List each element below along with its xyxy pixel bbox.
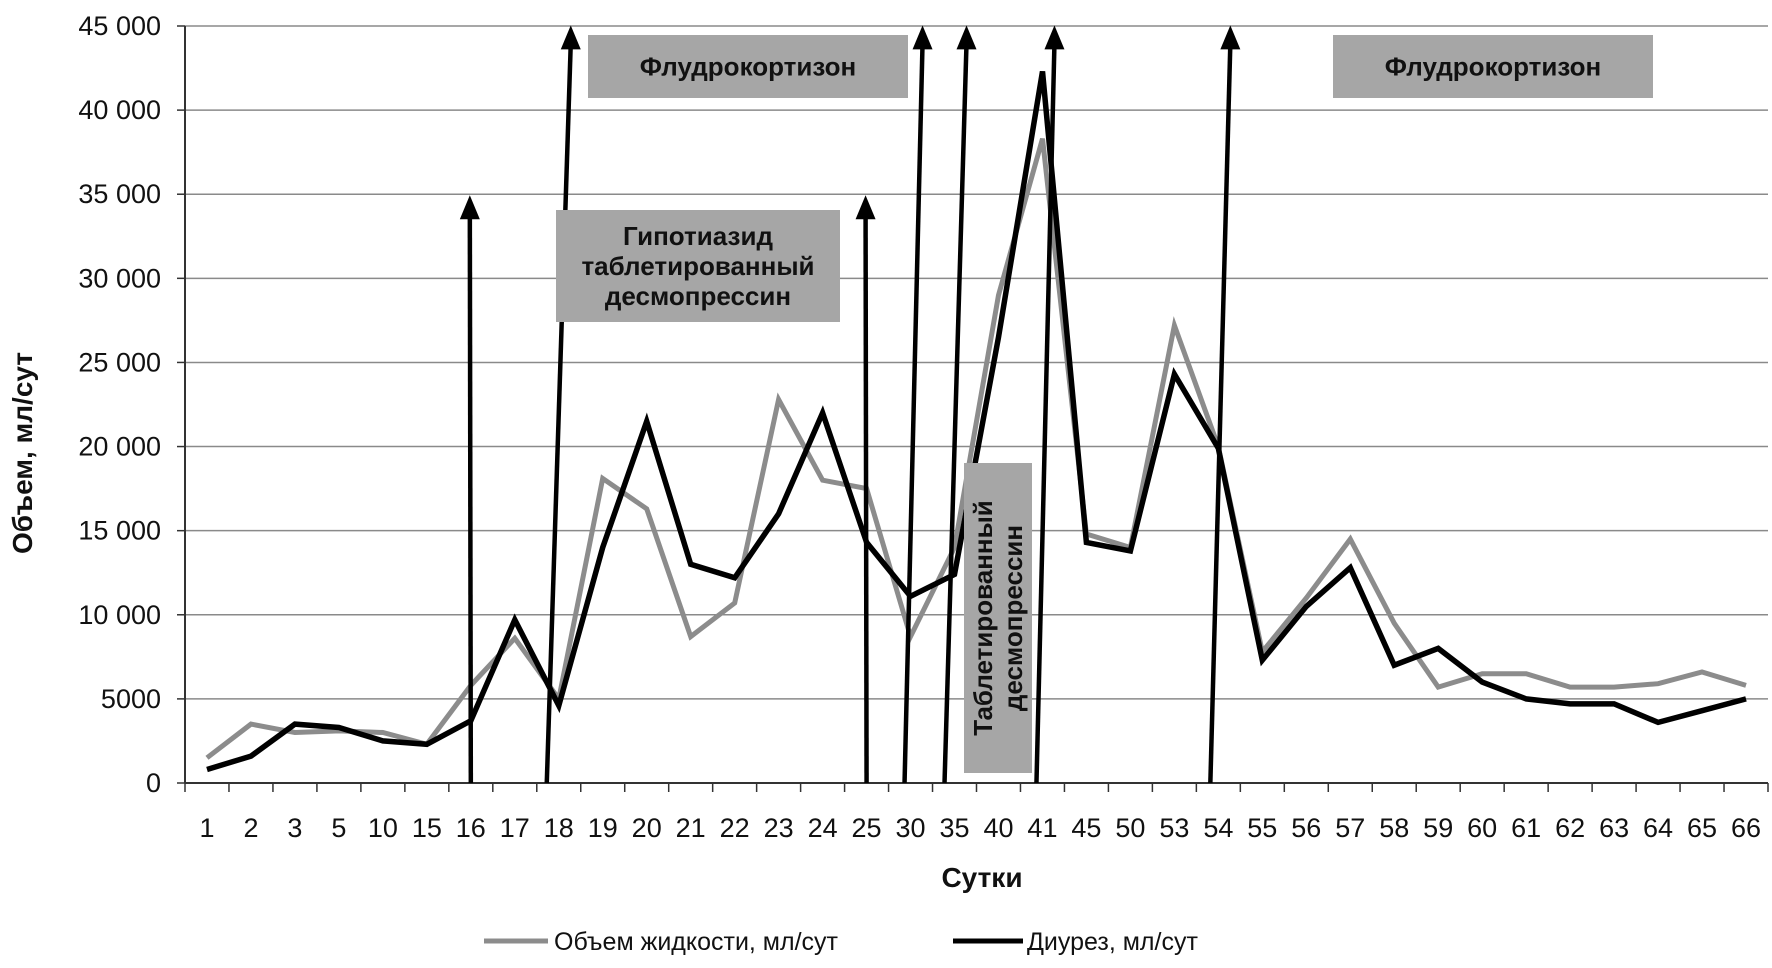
x-tick-label: 66	[1731, 813, 1761, 843]
x-tick-label: 59	[1423, 813, 1453, 843]
y-tick-label: 25 000	[78, 347, 161, 377]
x-tick-label: 58	[1379, 813, 1409, 843]
x-axis-label: Сутки	[941, 862, 1022, 893]
x-tick-label: 53	[1159, 813, 1189, 843]
event-arrow-line	[942, 43, 969, 784]
annotation-background	[1333, 35, 1653, 98]
y-tick-label: 40 000	[78, 95, 161, 125]
x-tick-label: 23	[764, 813, 794, 843]
x-tick-label: 60	[1467, 813, 1497, 843]
x-tick-label: 19	[588, 813, 618, 843]
x-tick-label: 55	[1247, 813, 1277, 843]
annotation-background	[964, 463, 1032, 773]
event-arrowhead	[1044, 25, 1065, 50]
annotation-text: таблетированный	[581, 251, 814, 281]
x-tick-label: 35	[939, 813, 969, 843]
annotation-text: Гипотиазид	[623, 221, 773, 251]
y-tick-label: 45 000	[78, 11, 161, 41]
x-tick-label: 18	[544, 813, 574, 843]
annotation-background	[588, 35, 908, 98]
x-tick-label: 61	[1511, 813, 1541, 843]
x-tick-label: 1	[199, 813, 214, 843]
x-tick-label: 15	[412, 813, 442, 843]
annotation-text: Флудрокортизон	[1385, 52, 1601, 82]
y-tick-label: 15 000	[78, 516, 161, 546]
event-arrow-line	[902, 43, 925, 784]
y-axis-label: Объем, мл/сут	[7, 352, 38, 554]
x-tick-label: 25	[852, 813, 882, 843]
y-tick-label: 0	[146, 768, 161, 798]
series-lines	[205, 70, 1747, 773]
event-arrow-line	[1034, 43, 1057, 784]
x-tick-label: 57	[1335, 813, 1365, 843]
x-tick-label: 63	[1599, 813, 1629, 843]
annotation-text: Таблетированный	[968, 500, 998, 736]
event-arrow-line	[544, 43, 574, 784]
event-arrowhead	[1220, 25, 1241, 50]
x-tick-label: 41	[1027, 813, 1057, 843]
annotation-text: Флудрокортизон	[640, 52, 856, 82]
x-tick-label: 20	[632, 813, 662, 843]
event-arrowhead	[956, 25, 977, 50]
annotation-text: десмопрессин	[605, 281, 791, 311]
annotation-box: Флудрокортизон	[1333, 35, 1653, 98]
event-arrowhead	[459, 195, 480, 220]
x-tick-label: 50	[1115, 813, 1145, 843]
legend: Объем жидкости, мл/сут Диурез, мл/сут	[484, 928, 1198, 956]
y-tick-label: 35 000	[78, 179, 161, 209]
y-tick-label: 20 000	[78, 432, 161, 462]
annotation-box: Флудрокортизон	[588, 35, 908, 98]
x-tick-label: 21	[676, 813, 706, 843]
x-tick-label: 56	[1291, 813, 1321, 843]
x-axis-ticks: 1 2 3 5 10 15 16 17 18 19 20 21 22 23 24 25 30 35 40 41 45 50…	[184, 783, 1769, 843]
legend-label-diuresis: Диурез, мл/сут	[1027, 928, 1198, 956]
x-tick-label: 10	[368, 813, 398, 843]
series-line-diuresis	[206, 70, 1747, 773]
x-tick-label: 54	[1203, 813, 1233, 843]
annotation-box: Таблетированный десмопрессин	[964, 463, 1032, 773]
y-tick-label: 30 000	[78, 263, 161, 293]
event-arrows	[459, 25, 1241, 784]
x-tick-label: 45	[1071, 813, 1101, 843]
event-arrowhead	[855, 195, 876, 220]
x-tick-label: 16	[456, 813, 486, 843]
x-tick-label: 3	[287, 813, 302, 843]
event-arrow-line	[863, 213, 869, 784]
y-axis-ticks: 0 5000 10 000 15 000 20 000 25 000 30 000 35 00…	[78, 11, 185, 798]
x-tick-label: 5	[331, 813, 346, 843]
series-line-fluid-intake	[205, 138, 1747, 760]
x-tick-label: 24	[808, 813, 838, 843]
gridlines	[185, 25, 1768, 700]
x-tick-label: 65	[1687, 813, 1717, 843]
event-arrowhead	[912, 25, 933, 50]
y-tick-label: 5000	[101, 684, 161, 714]
x-tick-label: 40	[983, 813, 1013, 843]
event-arrow-line	[467, 213, 474, 784]
x-tick-label: 62	[1555, 813, 1585, 843]
x-tick-label: 22	[720, 813, 750, 843]
y-tick-label: 10 000	[78, 600, 161, 630]
annotations: ФлудрокортизонГипотиазидтаблетированныйд…	[556, 35, 1653, 773]
annotation-text: десмопрессин	[998, 525, 1028, 711]
annotation-background	[556, 210, 840, 322]
event-arrow-line	[1208, 43, 1233, 784]
x-tick-label: 30	[896, 813, 926, 843]
event-arrowhead	[560, 25, 581, 50]
axes	[184, 26, 1768, 784]
x-tick-label: 64	[1643, 813, 1673, 843]
legend-label-fluid: Объем жидкости, мл/сут	[554, 928, 839, 956]
x-tick-label: 2	[243, 813, 258, 843]
x-tick-label: 17	[500, 813, 530, 843]
